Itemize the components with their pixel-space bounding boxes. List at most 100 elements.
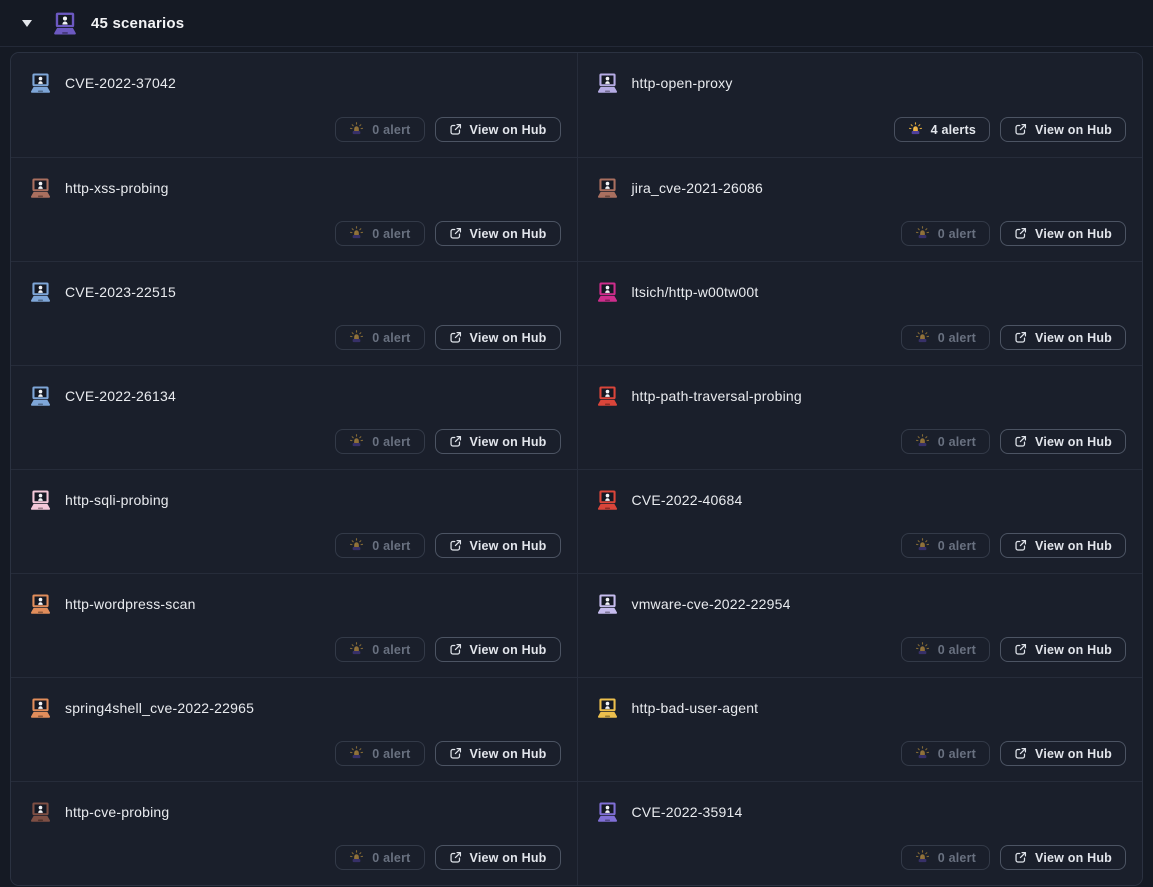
siren-icon bbox=[915, 746, 930, 761]
scenario-card: ltsich/http-w00tw00t bbox=[576, 261, 1142, 365]
scenario-actions: 0 alert View on Hub bbox=[335, 845, 561, 870]
alert-count-badge[interactable]: 0 alert bbox=[335, 117, 425, 142]
siren-icon bbox=[915, 330, 930, 345]
alert-count-badge[interactable]: 0 alert bbox=[900, 637, 991, 662]
alert-count-label: 0 alert bbox=[372, 122, 411, 137]
siren-icon bbox=[915, 850, 930, 865]
external-link-icon bbox=[449, 227, 462, 240]
scenario-title-row: http-wordpress-scan bbox=[29, 594, 561, 614]
scenario-actions: 4 alerts View on Hub bbox=[893, 117, 1126, 142]
view-on-hub-label: View on Hub bbox=[469, 434, 547, 449]
collapse-caret-icon[interactable] bbox=[22, 19, 32, 27]
alert-count-label: 0 alert bbox=[372, 642, 411, 657]
alert-count-label: 0 alert bbox=[372, 330, 411, 345]
scenario-title-row: http-cve-probing bbox=[29, 802, 561, 822]
external-link-icon bbox=[1014, 435, 1027, 448]
alert-count-badge[interactable]: 0 alert bbox=[900, 325, 991, 350]
scenario-name: http-sqli-probing bbox=[65, 492, 169, 508]
external-link-icon bbox=[449, 331, 462, 344]
view-on-hub-button[interactable]: View on Hub bbox=[1000, 429, 1126, 454]
view-on-hub-label: View on Hub bbox=[469, 122, 547, 137]
scenario-title-row: CVE-2022-37042 bbox=[29, 73, 561, 93]
alert-count-badge[interactable]: 0 alert bbox=[900, 221, 991, 246]
view-on-hub-button[interactable]: View on Hub bbox=[434, 429, 561, 454]
scenario-grid: CVE-2022-37042 bbox=[11, 53, 1142, 885]
scenarios-panel-header: 45 scenarios bbox=[0, 0, 1153, 47]
view-on-hub-label: View on Hub bbox=[1035, 434, 1112, 449]
scenario-actions: 0 alert View on Hub bbox=[900, 325, 1126, 350]
view-on-hub-label: View on Hub bbox=[1035, 538, 1112, 553]
scenario-actions: 0 alert View on Hub bbox=[335, 221, 561, 246]
alert-count-badge[interactable]: 0 alert bbox=[335, 637, 425, 662]
scenario-laptop-icon bbox=[596, 282, 619, 302]
view-on-hub-label: View on Hub bbox=[1035, 746, 1112, 761]
scenario-title-row: vmware-cve-2022-22954 bbox=[596, 594, 1127, 614]
external-link-icon bbox=[449, 539, 462, 552]
view-on-hub-label: View on Hub bbox=[469, 746, 547, 761]
siren-icon bbox=[915, 642, 930, 657]
alert-count-badge[interactable]: 0 alert bbox=[900, 429, 991, 454]
view-on-hub-button[interactable]: View on Hub bbox=[1000, 221, 1126, 246]
scenario-laptop-icon bbox=[29, 594, 52, 614]
scenario-actions: 0 alert View on Hub bbox=[335, 117, 561, 142]
alert-count-badge[interactable]: 0 alert bbox=[900, 533, 991, 558]
scenario-name: CVE-2022-35914 bbox=[631, 804, 743, 820]
scenario-card: http-bad-user-agent bbox=[576, 677, 1142, 781]
view-on-hub-label: View on Hub bbox=[469, 642, 547, 657]
view-on-hub-button[interactable]: View on Hub bbox=[434, 741, 561, 766]
scenario-laptop-icon bbox=[596, 594, 619, 614]
scenarios-container: CVE-2022-37042 bbox=[10, 52, 1143, 886]
alert-count-label: 0 alert bbox=[372, 746, 411, 761]
alert-count-badge[interactable]: 0 alert bbox=[335, 325, 425, 350]
view-on-hub-label: View on Hub bbox=[1035, 122, 1112, 137]
alert-count-badge[interactable]: 0 alert bbox=[335, 533, 425, 558]
view-on-hub-label: View on Hub bbox=[1035, 330, 1112, 345]
scenario-title-row: http-open-proxy bbox=[596, 73, 1127, 93]
alert-count-badge[interactable]: 4 alerts bbox=[893, 117, 991, 142]
external-link-icon bbox=[449, 747, 462, 760]
view-on-hub-button[interactable]: View on Hub bbox=[1000, 533, 1126, 558]
siren-icon bbox=[915, 434, 930, 449]
scenario-actions: 0 alert View on Hub bbox=[335, 637, 561, 662]
view-on-hub-button[interactable]: View on Hub bbox=[434, 533, 561, 558]
scenario-name: http-path-traversal-probing bbox=[631, 388, 802, 404]
alert-count-label: 0 alert bbox=[937, 642, 977, 657]
siren-icon bbox=[349, 226, 364, 241]
view-on-hub-button[interactable]: View on Hub bbox=[1000, 845, 1126, 870]
view-on-hub-button[interactable]: View on Hub bbox=[434, 117, 561, 142]
alert-count-label: 0 alert bbox=[372, 538, 411, 553]
scenario-title-row: jira_cve-2021-26086 bbox=[596, 178, 1127, 198]
view-on-hub-button[interactable]: View on Hub bbox=[434, 845, 561, 870]
view-on-hub-button[interactable]: View on Hub bbox=[1000, 117, 1126, 142]
view-on-hub-button[interactable]: View on Hub bbox=[434, 637, 561, 662]
scenario-card: jira_cve-2021-26086 bbox=[576, 157, 1142, 261]
alert-count-badge[interactable]: 0 alert bbox=[335, 741, 425, 766]
scenario-card: http-wordpress-scan bbox=[11, 573, 577, 677]
view-on-hub-button[interactable]: View on Hub bbox=[434, 221, 561, 246]
panel-title: 45 scenarios bbox=[91, 14, 185, 32]
alert-count-label: 0 alert bbox=[937, 330, 977, 345]
external-link-icon bbox=[1014, 643, 1027, 656]
scenario-title-row: CVE-2022-35914 bbox=[596, 802, 1127, 822]
alert-count-badge[interactable]: 0 alert bbox=[900, 741, 991, 766]
siren-icon bbox=[908, 122, 923, 137]
alert-count-badge[interactable]: 0 alert bbox=[335, 221, 425, 246]
scenario-card: http-open-proxy bbox=[576, 53, 1142, 157]
siren-icon bbox=[349, 746, 364, 761]
view-on-hub-button[interactable]: View on Hub bbox=[434, 325, 561, 350]
alert-count-badge[interactable]: 0 alert bbox=[335, 845, 425, 870]
scenario-card: CVE-2023-22515 bbox=[11, 261, 577, 365]
scenario-laptop-icon bbox=[596, 802, 619, 822]
scenario-name: ltsich/http-w00tw00t bbox=[631, 284, 759, 300]
external-link-icon bbox=[449, 435, 462, 448]
alert-count-badge[interactable]: 0 alert bbox=[335, 429, 425, 454]
scenario-actions: 0 alert View on Hub bbox=[900, 221, 1126, 246]
siren-icon bbox=[349, 122, 364, 137]
alert-count-badge[interactable]: 0 alert bbox=[900, 845, 991, 870]
scenario-name: CVE-2022-37042 bbox=[65, 75, 176, 91]
view-on-hub-button[interactable]: View on Hub bbox=[1000, 325, 1126, 350]
scenario-laptop-icon bbox=[29, 698, 52, 718]
view-on-hub-button[interactable]: View on Hub bbox=[1000, 637, 1126, 662]
scenario-laptop-icon bbox=[29, 386, 52, 406]
view-on-hub-button[interactable]: View on Hub bbox=[1000, 741, 1126, 766]
